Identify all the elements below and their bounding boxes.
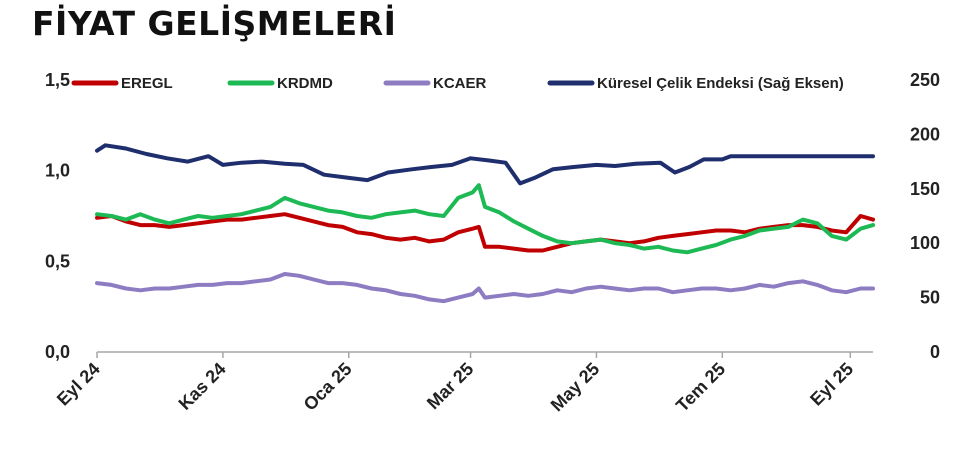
right-y-tick-label: 100: [910, 233, 940, 253]
right-y-tick-label: 150: [910, 179, 940, 199]
left-y-tick-label: 0,0: [45, 342, 70, 362]
x-tick-label: Kas 24: [175, 359, 230, 414]
x-tick-label: May 25: [547, 359, 604, 416]
x-tick-label: Tem 25: [672, 359, 729, 416]
legend-label: EREGL: [121, 75, 173, 92]
legend-label: Küresel Çelik Endeksi (Sağ Eksen): [597, 75, 844, 92]
chart-legend: EREGL KRDMD KCAER Küresel Çelik Endeksi (Sa…: [71, 75, 844, 92]
x-tick-label: Oca 25: [300, 359, 356, 415]
chart-title: FİYAT GELİŞMELERİ: [32, 4, 397, 43]
left-y-tick-label: 1,0: [45, 161, 70, 181]
chart-axes: Eyl 24 Kas 24 Oca 25 Mar 25 May 25 Tem 25 Eyl …: [45, 70, 940, 416]
x-tick-label: Eyl 25: [806, 359, 857, 410]
right-y-tick-label: 250: [910, 70, 940, 90]
series-line-krdmd: [95, 183, 875, 255]
left-y-tick-label: 1,5: [45, 70, 70, 90]
series-line-kcaer: [95, 272, 875, 304]
left-y-tick-label: 0,5: [45, 251, 70, 271]
legend-label: KCAER: [433, 75, 487, 92]
series-line-eregl: [95, 212, 875, 253]
series-line-kuresel: [95, 143, 875, 186]
x-tick-label: Mar 25: [423, 359, 477, 413]
right-y-tick-label: 0: [930, 342, 940, 362]
right-y-tick-label: 200: [910, 124, 940, 144]
series-lines: [95, 143, 875, 304]
x-tick-label: Eyl 24: [53, 359, 104, 410]
legend-label: KRDMD: [277, 75, 333, 92]
right-y-tick-label: 50: [920, 288, 940, 308]
